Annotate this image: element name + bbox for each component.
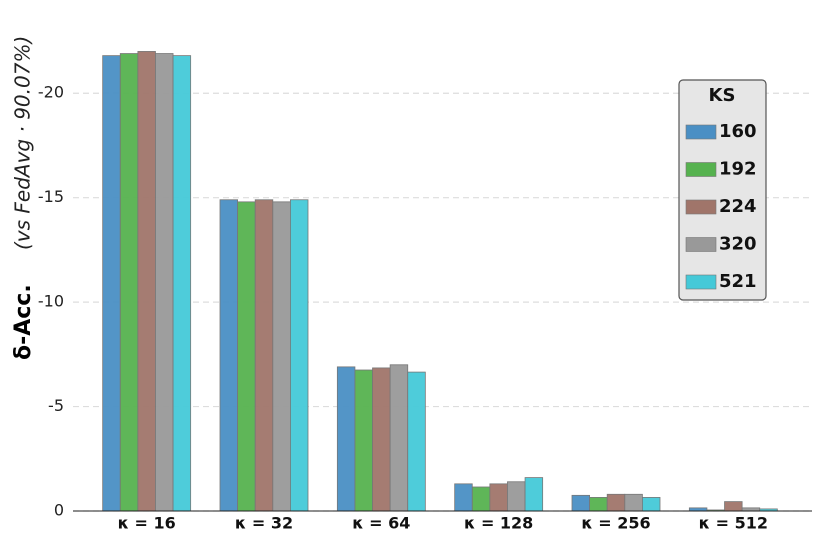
x-tick-label: κ = 512	[699, 514, 768, 533]
y-tick-label: -20	[38, 83, 64, 102]
y-axis-label: δ-Acc.	[11, 284, 36, 360]
legend-swatch	[685, 274, 717, 290]
x-tick-label: κ = 64	[352, 514, 410, 533]
bar	[272, 201, 291, 512]
y-tick-label: 0	[54, 501, 64, 520]
bar	[219, 199, 239, 512]
bar	[507, 481, 526, 512]
y-tick-label: -5	[48, 396, 64, 415]
bar	[254, 199, 274, 512]
bar	[137, 51, 156, 512]
legend-box	[678, 79, 767, 301]
legend-label: 521	[719, 271, 757, 292]
bar	[407, 371, 426, 512]
bar	[724, 501, 743, 512]
legend-swatch	[685, 124, 717, 140]
bar	[102, 55, 121, 512]
legend-label: 224	[719, 196, 757, 217]
x-tick-label: κ = 16	[118, 514, 176, 533]
legend-title: KS	[709, 85, 736, 106]
x-tick-label: κ = 128	[464, 514, 533, 533]
bar	[489, 483, 508, 512]
bar	[336, 366, 356, 512]
legend-swatch	[685, 237, 717, 252]
legend-swatch	[685, 162, 717, 177]
y-axis-note: (vs FedAvg · 90.07%)	[11, 36, 35, 250]
bar	[389, 364, 409, 512]
legend-swatch	[685, 199, 717, 215]
bar	[172, 55, 192, 512]
y-tick-label: -15	[38, 187, 64, 206]
bar	[606, 493, 626, 512]
bar	[289, 199, 309, 512]
bar	[624, 493, 643, 512]
legend-label: 160	[719, 121, 757, 142]
bar	[354, 369, 373, 512]
legend-label: 192	[719, 159, 757, 180]
bar	[155, 53, 174, 512]
bar	[571, 494, 591, 512]
x-tick-label: κ = 256	[581, 514, 650, 533]
bar	[237, 201, 256, 512]
bar	[589, 497, 608, 512]
bar	[454, 483, 473, 512]
y-tick-label: -10	[38, 292, 64, 311]
bar	[524, 477, 544, 512]
bar	[471, 486, 491, 512]
bar	[642, 497, 661, 512]
bar	[372, 367, 391, 512]
bar	[119, 53, 139, 512]
x-tick-label: κ = 32	[235, 514, 293, 533]
legend-label: 320	[719, 234, 757, 255]
